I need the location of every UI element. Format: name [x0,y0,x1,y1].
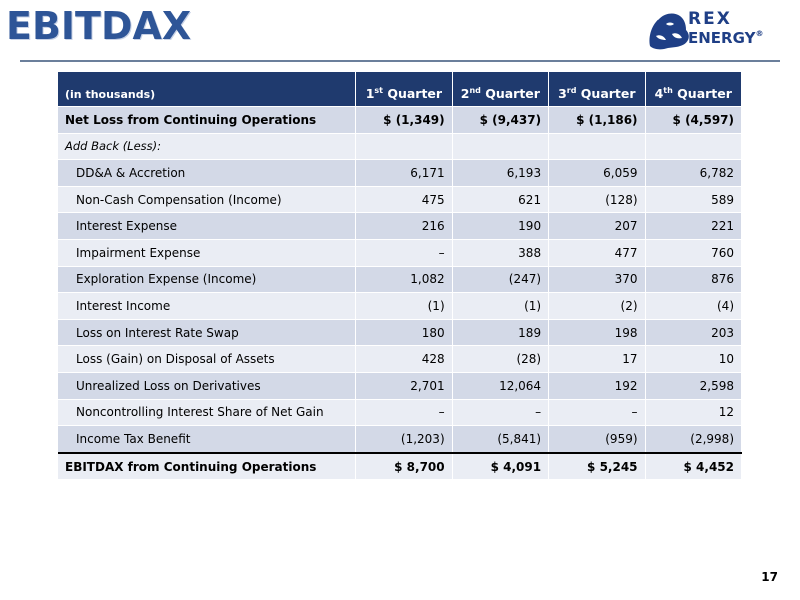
cell-value: 6,171 [355,159,453,187]
cell-value: 12 [645,399,743,427]
cell-value: 621 [452,186,550,214]
table-row: Unrealized Loss on Derivatives 2,701 12,… [58,372,743,400]
cell-value: 192 [548,372,646,400]
header-q1: 1st Quarter [355,72,453,107]
table-header-row: (in thousands) 1st Quarter 2nd Quarter 3… [58,72,743,107]
table-row: Impairment Expense – 388 477 760 [58,239,743,267]
rex-energy-logo [649,13,689,50]
cell-value: 477 [548,239,646,267]
cell-value: (959) [548,425,646,454]
cell-value: $ (1,186) [548,106,646,134]
row-label: Loss (Gain) on Disposal of Assets [58,345,357,373]
cell-value: 221 [645,212,743,240]
cell-value: 1,082 [355,266,453,294]
cell-value: 207 [548,212,646,240]
cell-value: $ (1,349) [355,106,453,134]
row-label: Add Back (Less): [58,133,357,161]
row-label: Exploration Expense (Income) [58,266,357,294]
cell-value: $ 4,091 [452,451,550,481]
cell-value: 370 [548,266,646,294]
cell-value: 6,059 [548,159,646,187]
cell-value: 10 [645,345,743,373]
header-q2: 2nd Quarter [452,72,550,107]
ebitdax-table: (in thousands) 1st Quarter 2nd Quarter 3… [58,72,743,481]
cell-value: 189 [452,319,550,347]
cell-value: 589 [645,186,743,214]
row-label: Interest Income [58,292,357,320]
table-row: Noncontrolling Interest Share of Net Gai… [58,399,743,427]
cell-value [645,133,743,161]
logo-text-rex: REX [688,9,732,29]
logo-text-energy: ENERGY® [688,29,764,47]
table-row: Exploration Expense (Income) 1,082 (247)… [58,266,743,294]
table-row: Income Tax Benefit (1,203) (5,841) (959)… [58,425,743,454]
cell-value: (2) [548,292,646,320]
total-row: EBITDAX from Continuing Operations $ 8,7… [58,451,743,481]
row-label: Interest Expense [58,212,357,240]
cell-value: $ (9,437) [452,106,550,134]
row-label: Income Tax Benefit [58,425,357,454]
row-label: Noncontrolling Interest Share of Net Gai… [58,399,357,427]
table-row: DD&A & Accretion 6,171 6,193 6,059 6,782 [58,159,743,187]
cell-value: (4) [645,292,743,320]
cell-value [452,133,550,161]
table-row: Loss on Interest Rate Swap 180 189 198 2… [58,319,743,347]
cell-value: (128) [548,186,646,214]
cell-value: (5,841) [452,425,550,454]
row-label: Loss on Interest Rate Swap [58,319,357,347]
cell-value: 216 [355,212,453,240]
header-q4: 4th Quarter [645,72,743,107]
table-row: Interest Income (1) (1) (2) (4) [58,292,743,320]
table-row: Loss (Gain) on Disposal of Assets 428 (2… [58,345,743,373]
cell-value: 760 [645,239,743,267]
cell-value: 190 [452,212,550,240]
row-label: Non-Cash Compensation (Income) [58,186,357,214]
cell-value: – [548,399,646,427]
cell-value: 180 [355,319,453,347]
cell-value: (1) [452,292,550,320]
cell-value: – [355,399,453,427]
cell-value: 6,782 [645,159,743,187]
cell-value: $ 8,700 [355,451,453,481]
cell-value: 203 [645,319,743,347]
row-label: Net Loss from Continuing Operations [58,106,357,134]
header-q3: 3rd Quarter [548,72,646,107]
cell-value: (1) [355,292,453,320]
table-row: Add Back (Less): [58,133,743,161]
lion-emblem-icon [649,13,689,50]
cell-value: 2,701 [355,372,453,400]
cell-value: 17 [548,345,646,373]
cell-value: (247) [452,266,550,294]
row-label: Impairment Expense [58,239,357,267]
cell-value: – [452,399,550,427]
cell-value: 2,598 [645,372,743,400]
table-row: Interest Expense 216 190 207 221 [58,212,743,240]
cell-value: (28) [452,345,550,373]
cell-value [355,133,453,161]
cell-value: (1,203) [355,425,453,454]
table-row: Non-Cash Compensation (Income) 475 621 (… [58,186,743,214]
row-label: DD&A & Accretion [58,159,357,187]
cell-value: 876 [645,266,743,294]
cell-value: $ 5,245 [548,451,646,481]
units-label: (in thousands) [58,72,357,107]
cell-value: $ (4,597) [645,106,743,134]
cell-value: 12,064 [452,372,550,400]
cell-value: 388 [452,239,550,267]
cell-value: 198 [548,319,646,347]
cell-value [548,133,646,161]
cell-value: 6,193 [452,159,550,187]
table-row: Net Loss from Continuing Operations $ (1… [58,106,743,134]
page-number: 17 [761,570,778,584]
cell-value: $ 4,452 [645,451,743,481]
slide-title: EBITDAX [5,3,192,48]
cell-value: 428 [355,345,453,373]
row-label: EBITDAX from Continuing Operations [58,451,357,481]
row-label: Unrealized Loss on Derivatives [58,372,357,400]
cell-value: (2,998) [645,425,743,454]
cell-value: – [355,239,453,267]
title-divider [20,60,780,62]
cell-value: 475 [355,186,453,214]
